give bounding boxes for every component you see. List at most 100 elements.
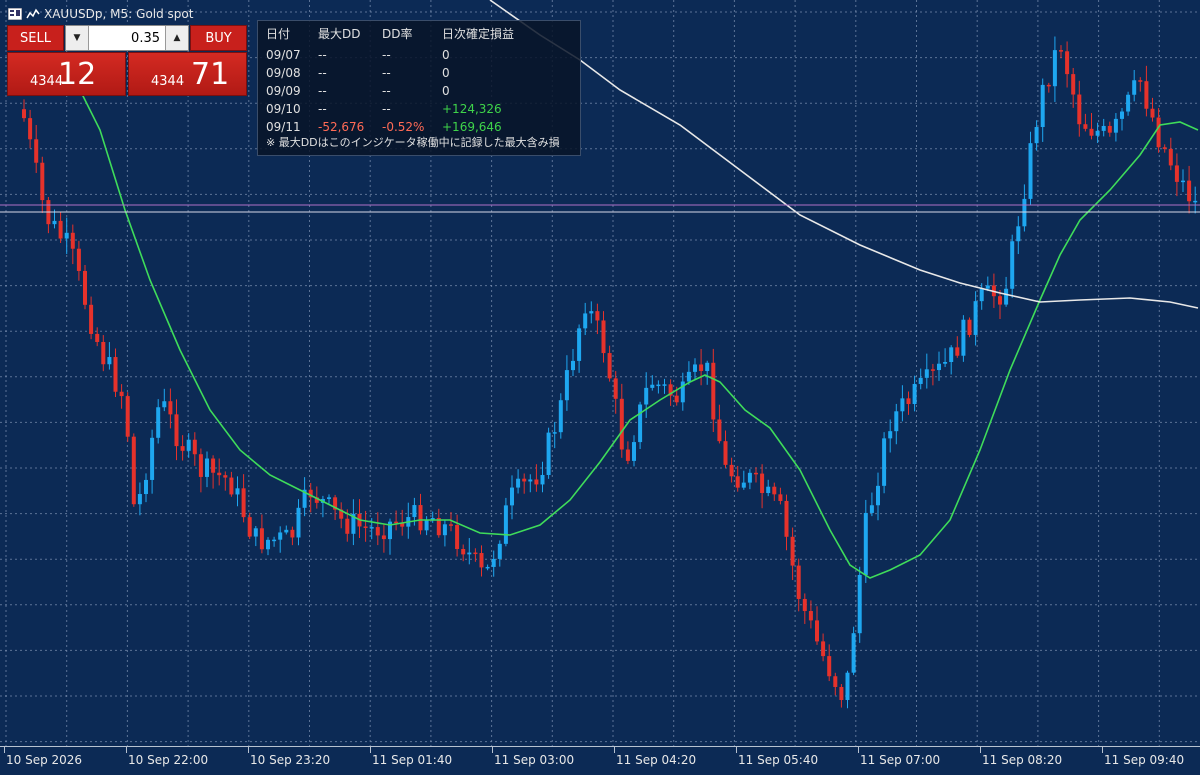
- candle-body: [296, 507, 301, 538]
- candle-body: [772, 486, 777, 495]
- time-axis-tick: [4, 747, 5, 753]
- candle-body: [278, 532, 283, 540]
- row-max-dd: --: [318, 84, 327, 98]
- candle-body: [217, 472, 222, 476]
- candle-body: [540, 474, 545, 485]
- candle-body: [869, 505, 874, 513]
- chart-description: Gold spot: [136, 7, 194, 21]
- candle-body: [766, 486, 771, 494]
- price-chart[interactable]: [0, 0, 1200, 746]
- time-axis-label: 10 Sep 2026: [6, 753, 83, 767]
- sell-price-button[interactable]: 4344 12: [7, 52, 126, 96]
- candle-body: [83, 270, 87, 305]
- chart-title-bar: XAUUSDp, M5: Gold spot: [8, 5, 193, 23]
- candle-body: [1193, 200, 1198, 203]
- candle-body: [229, 477, 234, 495]
- candle-body: [259, 528, 264, 550]
- candle-body: [113, 357, 118, 392]
- candle-body: [186, 439, 191, 451]
- candle-body: [607, 353, 612, 379]
- candle-body: [290, 529, 295, 538]
- candle-body: [168, 401, 173, 415]
- candle-body: [644, 387, 649, 405]
- row-date: 09/08: [266, 66, 301, 80]
- candle-body: [747, 472, 752, 483]
- candle-body: [412, 505, 417, 518]
- candle-body: [851, 633, 856, 673]
- time-axis-label: 11 Sep 09:40: [1104, 753, 1185, 767]
- candle-body: [808, 611, 813, 621]
- candle-body: [1022, 198, 1027, 227]
- buy-price-prefix: 4344: [151, 74, 185, 89]
- row-dd-rate: -0.52%: [382, 120, 425, 134]
- candle-body: [1126, 94, 1131, 112]
- candle-body: [1181, 180, 1185, 183]
- candle-body: [680, 381, 685, 403]
- row-max-dd: --: [318, 66, 327, 80]
- candle-body: [912, 383, 917, 405]
- buy-button[interactable]: BUY: [190, 25, 247, 51]
- candle-body: [156, 407, 161, 438]
- chart-symbol: XAUUSDp, M5:: [44, 7, 133, 21]
- candle-body: [479, 553, 484, 568]
- candle-body: [339, 509, 344, 519]
- time-axis-label: 11 Sep 03:00: [494, 753, 575, 767]
- candle-body: [308, 489, 313, 498]
- candle-body: [693, 364, 697, 372]
- candle-body: [735, 476, 740, 488]
- candle-body: [815, 620, 819, 642]
- lot-decrease-button[interactable]: ▼: [66, 26, 89, 50]
- candle-body: [192, 439, 197, 455]
- candle-body: [546, 432, 551, 475]
- candle-body: [1004, 288, 1009, 305]
- lot-increase-button[interactable]: ▲: [165, 26, 188, 50]
- candle-body: [699, 364, 704, 372]
- candle-body: [900, 398, 905, 412]
- lot-size-input[interactable]: [90, 28, 164, 48]
- time-axis-tick: [858, 747, 859, 753]
- candle-body: [741, 482, 746, 488]
- sell-button[interactable]: SELL: [7, 25, 64, 51]
- candle-body: [857, 574, 862, 634]
- candle-body: [1162, 147, 1167, 149]
- candle-body: [906, 398, 911, 405]
- time-axis-label: 11 Sep 08:20: [982, 753, 1063, 767]
- candle-body: [1120, 111, 1124, 119]
- time-axis-label: 11 Sep 07:00: [860, 753, 941, 767]
- candle-body: [125, 396, 130, 437]
- row-dd-rate: --: [382, 84, 391, 98]
- dd-note: ※ 最大DDはこのインジケータ稼働中に記録した最大含み損: [266, 136, 560, 149]
- one-click-trading-panel: SELL ▼ ▲ BUY 4344 12 4344 71: [7, 25, 247, 97]
- candle-body: [241, 488, 246, 518]
- candle-body: [821, 641, 826, 657]
- candle-body: [137, 494, 142, 505]
- drawdown-info-panel: 日付 最大DD DD率 日次確定損益 09/07 -- -- 0 09/08 -…: [257, 20, 581, 156]
- candle-body: [174, 414, 179, 447]
- candle-body: [162, 401, 167, 408]
- candle-body: [674, 395, 679, 403]
- row-daily-pnl: 0: [442, 66, 450, 80]
- triangle-down-icon: ▼: [73, 33, 81, 43]
- candle-body: [70, 232, 75, 249]
- candle-body: [388, 521, 392, 540]
- candle-body: [760, 473, 765, 494]
- candle-body: [632, 442, 636, 461]
- candle-body: [497, 543, 502, 559]
- candle-body: [223, 475, 228, 478]
- candle-body: [333, 497, 338, 510]
- time-axis-tick: [614, 747, 615, 753]
- candle-body: [711, 362, 716, 420]
- candle-body: [754, 472, 758, 475]
- buy-price-big: 71: [191, 57, 230, 92]
- candle-body: [1168, 148, 1173, 166]
- candle-body: [967, 319, 972, 335]
- candle-body: [1071, 74, 1076, 95]
- time-axis-label: 11 Sep 05:40: [738, 753, 819, 767]
- buy-price-button[interactable]: 4344 71: [128, 52, 247, 96]
- row-daily-pnl: +169,646: [442, 120, 502, 134]
- candle-body: [973, 301, 978, 335]
- candle-body: [625, 449, 630, 461]
- candle-body: [1028, 143, 1033, 199]
- candle-body: [1083, 124, 1088, 129]
